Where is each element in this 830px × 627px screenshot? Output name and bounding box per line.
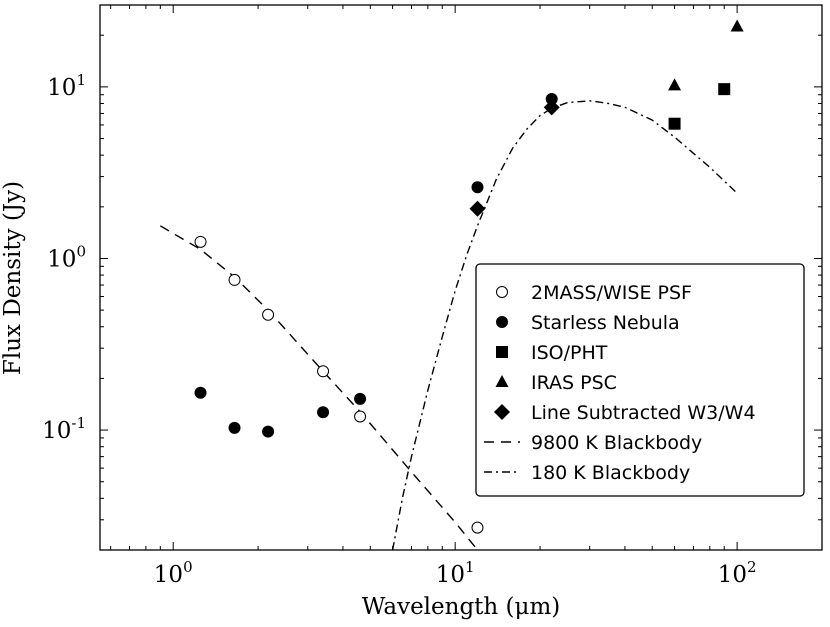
- legend-180k: 180 K Blackbody: [484, 462, 690, 484]
- legend-label: Line Subtracted W3/W4: [531, 402, 756, 424]
- legend-label: Starless Nebula: [531, 312, 680, 334]
- starless-nebula-point: [471, 181, 484, 194]
- 2mass-wise-point: [262, 308, 275, 321]
- legend-marker-swatch: [496, 316, 508, 328]
- iras-psc-point: [668, 78, 682, 91]
- legend-iras-psc: IRAS PSC: [495, 372, 617, 394]
- legend-iso-pht: ISO/PHT: [496, 342, 608, 364]
- starless-nebula-point: [194, 386, 207, 399]
- y-tick-label: 100: [47, 242, 86, 272]
- iras-psc-point: [730, 19, 744, 32]
- iso-pht-point: [668, 117, 681, 130]
- x-axis-title: Wavelength (μm): [362, 594, 561, 620]
- legend-box: [475, 263, 805, 497]
- starless-nebula-point: [354, 392, 367, 405]
- legend-label: 2MASS/WISE PSF: [531, 282, 692, 304]
- legend-label: 180 K Blackbody: [531, 462, 690, 484]
- x-tick-label: 101: [436, 558, 475, 588]
- blackbody-180k-line: [391, 100, 738, 551]
- starless-nebula-point: [262, 425, 275, 438]
- legend: 2MASS/WISE PSF Starless Nebula ISO/PHT IRAS…: [475, 263, 805, 497]
- y-tick-label: 101: [47, 71, 86, 101]
- 2mass-wise-point: [471, 521, 484, 534]
- legend-label: 9800 K Blackbody: [531, 432, 702, 454]
- blackbody-9800k-line: [159, 225, 479, 551]
- starless-nebula-point: [317, 406, 330, 419]
- iso-pht-point: [718, 83, 731, 96]
- axis-tick-labels: 100 101 102 10-1 100 101: [42, 71, 756, 588]
- legend-marker-swatch: [495, 375, 509, 387]
- legend-marker-swatch: [496, 346, 508, 358]
- y-tick-label: 10-1: [42, 414, 86, 444]
- 2mass-wise-point: [194, 235, 207, 248]
- legend-2mass-wise: 2MASS/WISE PSF: [496, 282, 692, 304]
- starless-nebula-point: [228, 421, 241, 434]
- 2mass-wise-point: [317, 365, 330, 378]
- legend-marker-swatch: [494, 404, 510, 420]
- legend-9800k: 9800 K Blackbody: [484, 432, 702, 454]
- starless-nebula-point: [545, 92, 558, 105]
- legend-label: ISO/PHT: [531, 342, 608, 364]
- model-lines: [159, 100, 738, 551]
- legend-marker-swatch: [496, 286, 508, 298]
- legend-label: IRAS PSC: [531, 372, 617, 394]
- data-points: [194, 19, 744, 534]
- y-axis-title: Flux Density (Jy): [0, 181, 26, 375]
- x-tick-label: 100: [154, 558, 193, 588]
- x-tick-label: 102: [718, 558, 757, 588]
- 2mass-wise-point: [228, 273, 241, 286]
- line-subtracted-point: [469, 200, 486, 217]
- legend-line-subtracted: Line Subtracted W3/W4: [494, 402, 756, 424]
- line-subtracted-point: [543, 99, 560, 116]
- 2mass-wise-point: [354, 410, 367, 423]
- plot-area: [159, 19, 744, 551]
- legend-starless-nebula: Starless Nebula: [496, 312, 680, 334]
